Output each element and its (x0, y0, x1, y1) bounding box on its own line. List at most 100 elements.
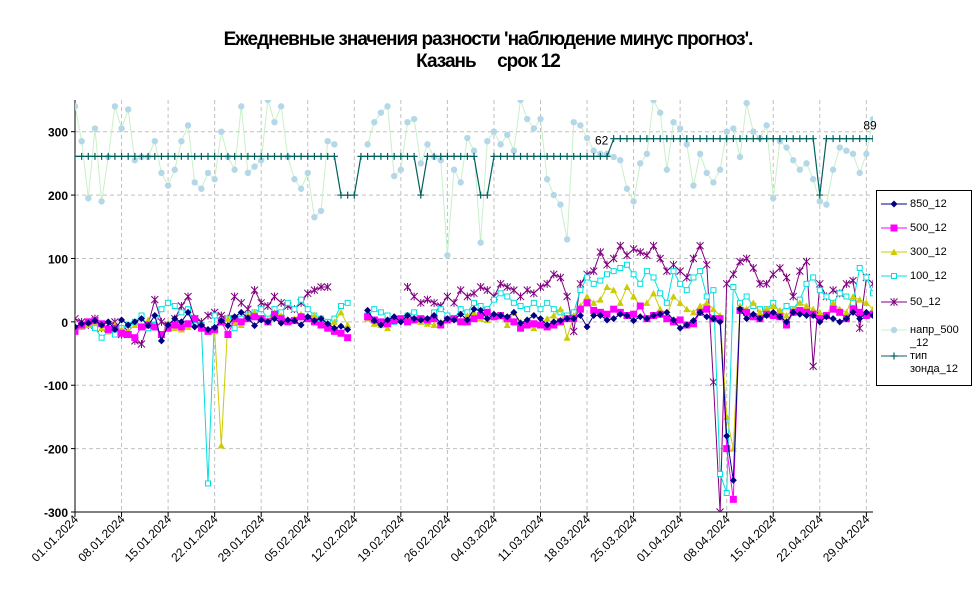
series-850_12-point (503, 313, 511, 321)
series-напр_500_12-point (377, 109, 385, 116)
series-300_12-point (550, 312, 558, 319)
series-100_12-point (856, 264, 863, 271)
series-850_12-point (676, 324, 684, 332)
series-500_12-point (537, 321, 544, 329)
legend-item: 300_12 (877, 243, 973, 269)
series-850_12-point (217, 317, 225, 325)
series-300_12-point (650, 289, 658, 297)
series-850_12-point (623, 312, 631, 320)
series-типзонда_12-point (164, 152, 172, 160)
series-850_12-point (603, 316, 611, 324)
series-100_12-point (637, 280, 644, 287)
series-50_12-point (829, 286, 837, 295)
series-типзонда_12-point (284, 152, 292, 160)
series-300_12-point (683, 305, 691, 313)
series-типзонда_12-point (896, 135, 903, 142)
series-300_12-point (430, 321, 438, 329)
series-50_12-point (636, 248, 645, 257)
series-типзонда_12-point (490, 152, 498, 160)
series-500_12-point (364, 313, 372, 321)
legend-label: 100_12 (910, 270, 947, 282)
series-типзонда_12-point (517, 152, 525, 160)
series-типзонда_12-point (503, 152, 511, 160)
series-100_12-point (597, 277, 604, 284)
series-500_12-point (583, 299, 591, 307)
series-типзонда_12-point (869, 135, 873, 143)
series-500_12-point (177, 323, 185, 331)
series-300_12-point (856, 296, 864, 303)
series-50_12-point (702, 260, 711, 269)
series-напр_500_12-point (537, 115, 544, 123)
series-50_12-point (689, 254, 698, 263)
series-напр_500_12-point (125, 106, 132, 113)
series-типзонда_12-point (78, 152, 86, 160)
series-типзонда_12-point (450, 152, 458, 160)
series-300_12-point (596, 296, 604, 303)
x-tick-label: 01.04.2024 (634, 512, 687, 565)
series-850_12-point (91, 317, 99, 325)
series-типзонда_12-point (430, 152, 438, 160)
series-100_12-point (584, 274, 591, 281)
series-типзонда_12-point (317, 152, 325, 160)
series-100_12-point (703, 293, 710, 300)
series-50_12-point (722, 279, 731, 288)
series-типзонда_12-point (330, 152, 338, 160)
y-tick-label: -200 (44, 443, 68, 457)
series-типзонда_12-point (530, 152, 538, 160)
series-850_12-point (816, 318, 824, 326)
series-850_12-point (277, 319, 285, 327)
x-tick-label: 29.01.2024 (215, 512, 268, 565)
series-напр_500_12-point (384, 103, 391, 110)
series-напр_500_12-point (131, 157, 139, 164)
series-300_12-point (816, 308, 824, 316)
series-типзонда_12-point (204, 152, 212, 160)
series-100_12-point (604, 271, 610, 278)
series-типзонда_12-point (556, 152, 564, 160)
series-типзонда_12-point (809, 135, 817, 143)
series-напр_500_12-point (311, 214, 318, 221)
series-напр_500_12-point (264, 100, 272, 104)
series-типзонда_12-point (636, 135, 644, 143)
series-500_12-point (590, 306, 598, 314)
series-типзонда_12-point (157, 152, 165, 160)
series-типзонда_12-point (184, 152, 192, 160)
series-300_12-point (796, 299, 804, 306)
series-напр_500_12-point (583, 134, 591, 142)
series-850_12-point (796, 310, 804, 318)
series-100_12-point (623, 261, 630, 268)
series-50_12-point (656, 254, 665, 263)
series-850_12-point (157, 337, 165, 345)
series-типзонда_12-point (769, 135, 777, 143)
series-50_12-point (609, 254, 618, 263)
series-300_12-point (224, 315, 232, 322)
series-напр_500_12-point (690, 182, 697, 189)
series-100_12-point (863, 274, 870, 281)
series-300_12-point (769, 302, 777, 309)
series-850_12-point (543, 321, 551, 329)
series-типзонда_12-point (191, 152, 199, 160)
series-типзонда_12-point (217, 152, 225, 160)
series-850_12-point (763, 312, 771, 320)
series-типзонда_12-point (350, 191, 358, 199)
series-100_12-point (650, 274, 657, 281)
series-типзонда_12-point (91, 152, 99, 160)
series-300_12-point (530, 324, 538, 332)
series-850_12-point (822, 313, 830, 321)
series-типзонда_12-point (423, 152, 431, 160)
series-850_12-point (118, 316, 126, 324)
series-напр_500_12-point (504, 131, 511, 139)
series-850_12-point (510, 308, 518, 316)
series-300_12-point (590, 299, 598, 306)
series-850_12-point (769, 308, 777, 316)
series-50_12-point (263, 302, 272, 310)
series-типзонда_12-point (862, 135, 870, 143)
legend-label: тип зонда_12 (910, 350, 959, 375)
series-100_12-point (510, 299, 517, 306)
series-напр_500_12-point (796, 166, 804, 173)
series-850_12-point (404, 312, 411, 320)
series-850_12-point (144, 322, 152, 330)
series-50_12-point (323, 282, 332, 291)
series-50_12-point (729, 270, 738, 279)
series-50_12-point (430, 298, 438, 307)
series-напр_500_12-point (843, 147, 850, 154)
